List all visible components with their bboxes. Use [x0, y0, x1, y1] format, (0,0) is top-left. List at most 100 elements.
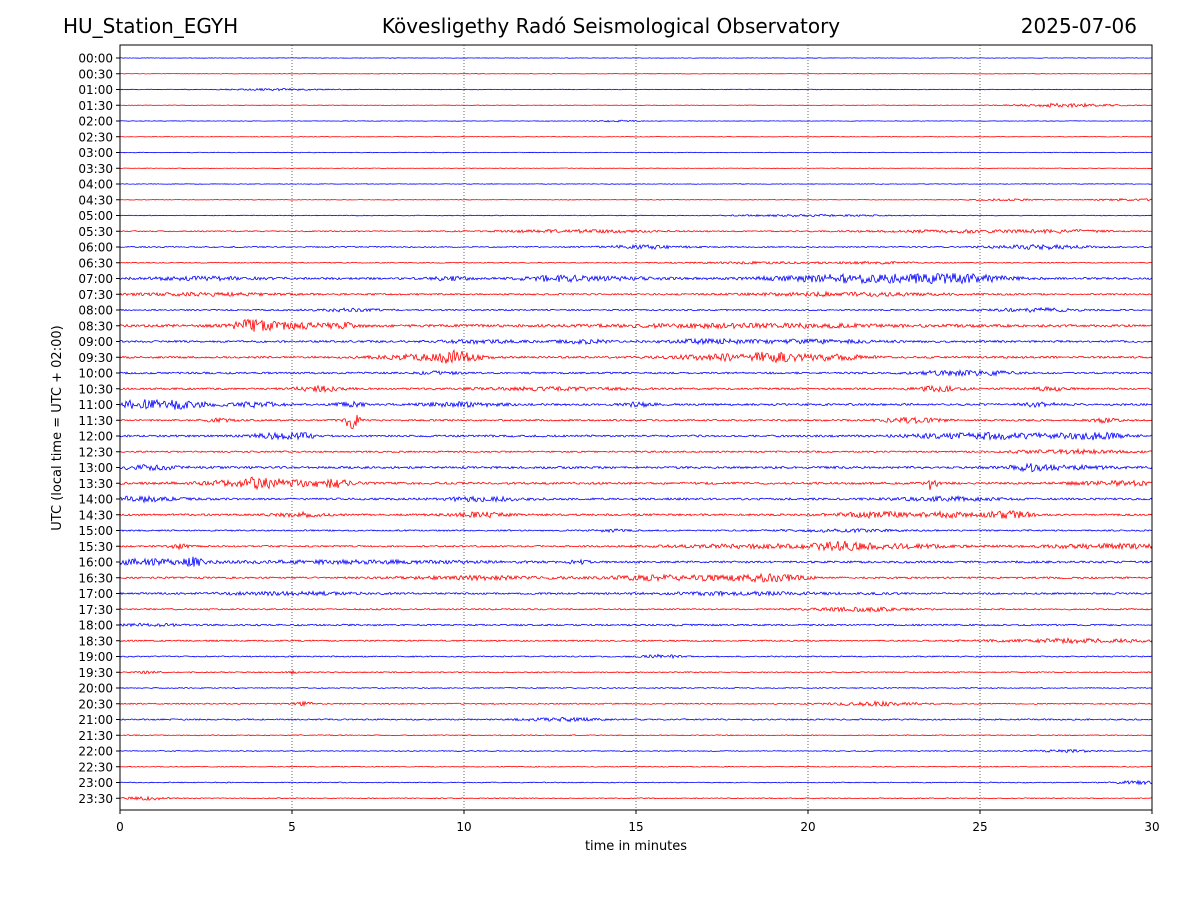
trace-2300 [119, 779, 1153, 786]
y-tick-label: 03:00 [78, 146, 113, 160]
trace-0030 [119, 73, 1153, 75]
y-tick-label: 22:00 [78, 745, 113, 759]
y-tick-label: 01:30 [78, 99, 113, 113]
trace-1330 [119, 476, 1153, 491]
trace-0800 [119, 306, 1153, 313]
y-tick-label: 12:30 [78, 445, 113, 459]
trace-1430 [119, 510, 1153, 520]
y-tick-label: 21:00 [78, 713, 113, 727]
x-tick-label: 30 [1144, 820, 1159, 834]
trace-2030 [119, 699, 1153, 708]
trace-0530 [119, 228, 1153, 235]
trace-2130 [119, 734, 1153, 737]
y-tick-label: 02:00 [78, 115, 113, 129]
x-tick-label: 25 [972, 820, 987, 834]
y-tick-label: 18:00 [78, 619, 113, 633]
x-tick-label: 0 [116, 820, 124, 834]
y-tick-label: 19:30 [78, 666, 113, 680]
trace-1900 [119, 653, 1153, 660]
y-tick-label: 04:30 [78, 193, 113, 207]
trace-1830 [119, 637, 1153, 645]
trace-0500 [119, 213, 1153, 218]
trace-1400 [119, 494, 1153, 504]
trace-1130 [119, 414, 1153, 430]
y-tick-label: 21:30 [78, 729, 113, 743]
grid-lines [291, 45, 981, 810]
y-tick-label: 14:30 [78, 508, 113, 522]
y-tick-label: 19:00 [78, 650, 113, 664]
trace-0000 [120, 57, 1153, 59]
y-tick-label: 07:00 [78, 272, 113, 286]
trace-1300 [119, 462, 1153, 473]
trace-2330 [119, 795, 1153, 801]
trace-1930 [119, 669, 1153, 676]
trace-1030 [119, 384, 1153, 394]
y-tick-label: 08:00 [78, 304, 113, 318]
y-tick-label: 11:30 [78, 414, 113, 428]
trace-0700 [119, 272, 1153, 285]
trace-2200 [119, 748, 1153, 754]
chart-title: Kövesligethy Radó Seismological Observat… [381, 14, 841, 38]
trace-layer [119, 57, 1153, 801]
trace-1100 [119, 398, 1153, 410]
y-tick-label: 06:30 [78, 256, 113, 270]
x-tick-label: 15 [628, 820, 643, 834]
y-tick-label: 15:30 [78, 540, 113, 554]
x-tick-label: 10 [456, 820, 471, 834]
trace-0330 [119, 167, 1153, 169]
y-tick-label: 23:00 [78, 776, 113, 790]
y-tick-label: 20:00 [78, 682, 113, 696]
y-tick-label: 00:00 [78, 52, 113, 66]
trace-0300 [119, 151, 1153, 154]
y-tick-label: 05:30 [78, 225, 113, 239]
trace-0100 [119, 87, 1153, 92]
x-tick-label: 5 [288, 820, 296, 834]
trace-0930 [119, 348, 1153, 364]
y-tick-label: 17:30 [78, 603, 113, 617]
y-tick-label: 17:00 [78, 587, 113, 601]
y-tick-label: 06:00 [78, 241, 113, 255]
y-tick-label: 14:00 [78, 493, 113, 507]
trace-0630 [119, 260, 1153, 265]
trace-0230 [119, 136, 1153, 138]
y-tick-label: 16:30 [78, 571, 113, 585]
x-tick-label: 20 [800, 820, 815, 834]
trace-0730 [119, 290, 1153, 298]
trace-1600 [119, 556, 1153, 568]
y-tick-label: 12:00 [78, 430, 113, 444]
trace-1700 [119, 590, 1153, 598]
trace-1800 [119, 622, 1153, 628]
trace-0830 [119, 318, 1153, 332]
y-tick-label: 08:30 [78, 319, 113, 333]
trace-1500 [119, 528, 1153, 534]
y-tick-label: 01:00 [78, 83, 113, 97]
trace-2230 [119, 765, 1153, 768]
y-tick-label: 03:30 [78, 162, 113, 176]
y-tick-label: 13:30 [78, 477, 113, 491]
y-tick-label: 04:00 [78, 178, 113, 192]
trace-2000 [119, 686, 1153, 690]
y-tick-label: 15:00 [78, 524, 113, 538]
trace-0400 [119, 183, 1153, 185]
y-tick-label: 09:00 [78, 335, 113, 349]
y-tick-label: 10:00 [78, 367, 113, 381]
y-tick-label: 22:30 [78, 760, 113, 774]
trace-1530 [119, 540, 1153, 552]
y-tick-label: 13:00 [78, 461, 113, 475]
y-tick-label: 16:00 [78, 556, 113, 570]
trace-2100 [119, 716, 1153, 723]
trace-1730 [119, 606, 1153, 614]
trace-1630 [119, 572, 1153, 583]
trace-0600 [119, 243, 1153, 251]
trace-0900 [119, 337, 1153, 346]
x-axis-label: time in minutes [585, 839, 687, 854]
y-tick-label: 20:30 [78, 697, 113, 711]
y-tick-label: 23:30 [78, 792, 113, 806]
y-tick-label: 02:30 [78, 130, 113, 144]
y-tick-label: 11:00 [78, 398, 113, 412]
y-tick-label: 07:30 [78, 288, 113, 302]
y-tick-label: 09:30 [78, 351, 113, 365]
station-title: HU_Station_EGYH [63, 14, 239, 38]
